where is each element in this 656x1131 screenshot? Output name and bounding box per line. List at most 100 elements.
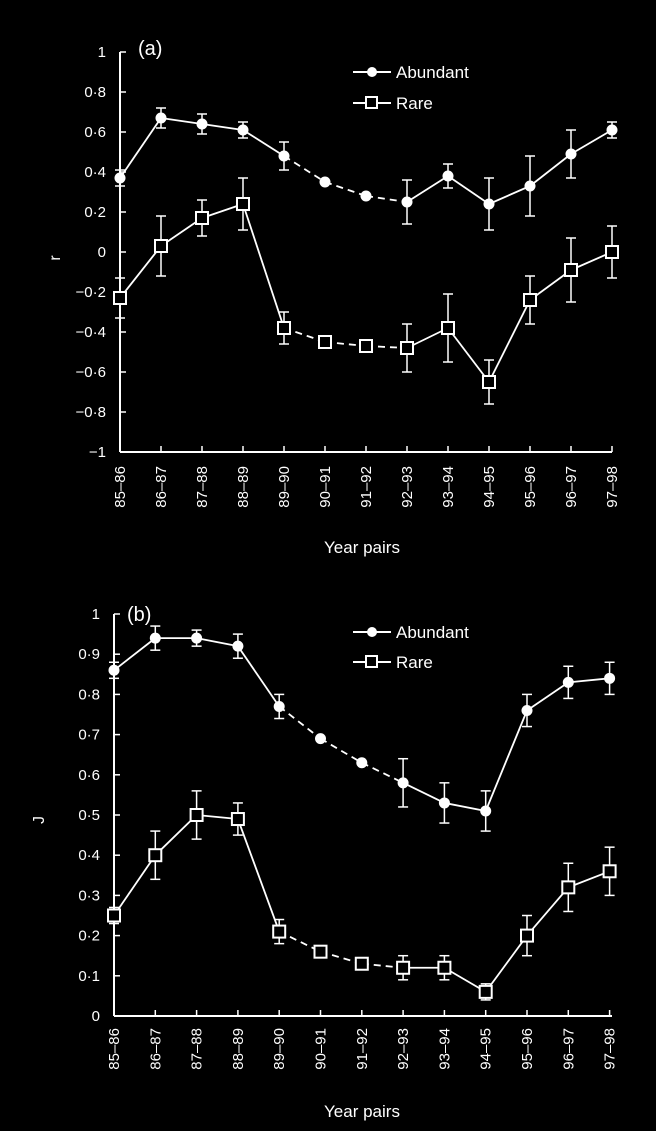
series-line-segment bbox=[488, 185, 531, 205]
data-point-rare bbox=[313, 944, 328, 959]
panel-a-label: (a) bbox=[138, 38, 162, 60]
data-point-rare bbox=[272, 924, 287, 939]
series-line-segment bbox=[406, 175, 449, 203]
data-point-abundant bbox=[232, 640, 244, 652]
legend-rare-label: Rare bbox=[396, 94, 433, 113]
x-tick-label: 87–88 bbox=[194, 466, 211, 508]
x-tick-label: 95–96 bbox=[519, 1028, 536, 1070]
data-point-rare bbox=[277, 321, 291, 335]
y-tick-label: 0·4 bbox=[84, 164, 106, 181]
legend-abundant-label: Abundant bbox=[396, 63, 469, 82]
x-tick-label: 86–87 bbox=[147, 1028, 164, 1070]
series-line-segment bbox=[278, 705, 322, 740]
x-tick-label: 92–93 bbox=[395, 1028, 412, 1070]
data-point-abundant bbox=[442, 170, 454, 182]
data-point-rare bbox=[113, 291, 127, 305]
series-line-segment bbox=[320, 737, 363, 764]
legend-rare-marker bbox=[365, 96, 378, 109]
y-tick-label: 0·4 bbox=[78, 847, 100, 864]
data-point-rare bbox=[437, 960, 452, 975]
data-point-abundant bbox=[114, 172, 126, 184]
series-line-segment bbox=[242, 203, 285, 329]
x-tick-label: 97–98 bbox=[604, 466, 621, 508]
data-point-rare bbox=[400, 341, 414, 355]
data-point-abundant bbox=[604, 672, 616, 684]
data-point-rare bbox=[605, 245, 619, 259]
data-point-abundant bbox=[360, 190, 372, 202]
data-point-abundant bbox=[149, 632, 161, 644]
x-tick-label: 87–88 bbox=[189, 1028, 206, 1070]
x-tick-label: 94–95 bbox=[481, 466, 498, 508]
panel-b-plot-area: 0 0·1 0·2 0·3 0·4 0·5 0·6 0·7 0·8 0·9 1 85–86 86–87 8… bbox=[78, 606, 618, 1070]
panel-a: (a) r Year pairs Abundant Rare −1 −0·8 −0·… bbox=[47, 38, 621, 557]
data-point-rare bbox=[441, 321, 455, 335]
y-tick-label: 0·3 bbox=[78, 887, 100, 904]
series-line-segment bbox=[526, 886, 569, 937]
data-point-abundant bbox=[108, 664, 120, 676]
series-line-segment bbox=[484, 935, 528, 993]
y-tick-label: −0·8 bbox=[76, 404, 106, 421]
series-line-segment bbox=[570, 129, 613, 155]
y-tick-label: 0·8 bbox=[78, 686, 100, 703]
y-tick-label: −1 bbox=[89, 444, 106, 461]
legend-abundant-label: Abundant bbox=[396, 623, 469, 642]
data-point-rare bbox=[564, 263, 578, 277]
data-point-rare bbox=[318, 335, 332, 349]
data-point-rare bbox=[195, 211, 209, 225]
data-point-rare bbox=[230, 812, 245, 827]
data-point-rare bbox=[520, 928, 534, 943]
series-line-segment bbox=[119, 245, 162, 299]
x-tick-label: 89–90 bbox=[271, 1028, 288, 1070]
data-point-abundant bbox=[356, 757, 368, 769]
panel-b: (b) J Year pairs Abundant Rare 0 0·1 0·2 0·… bbox=[31, 604, 619, 1121]
series-line-segment bbox=[568, 677, 610, 684]
series-line-segment bbox=[119, 117, 162, 179]
panel-b-ylabel: J bbox=[31, 816, 48, 824]
data-point-rare bbox=[189, 808, 204, 822]
data-point-abundant bbox=[565, 148, 577, 160]
series-line-segment bbox=[160, 117, 203, 125]
panel-b-label: (b) bbox=[127, 604, 151, 626]
data-point-rare bbox=[354, 956, 369, 971]
data-point-rare bbox=[602, 864, 617, 879]
y-tick-label: 0·6 bbox=[78, 767, 100, 784]
x-tick-label: 89–90 bbox=[276, 466, 293, 508]
data-point-abundant bbox=[562, 676, 574, 688]
panel-a-plot-area: −1 −0·8 −0·6 −0·4 −0·2 0 0·2 0·4 0·6 0·8 1 85–86 86–… bbox=[76, 44, 621, 508]
data-point-rare bbox=[107, 908, 121, 923]
x-tick-label: 85–86 bbox=[112, 466, 129, 508]
y-tick-label: 0 bbox=[92, 1008, 100, 1025]
series-line-segment bbox=[196, 637, 239, 648]
data-point-abundant bbox=[397, 777, 409, 789]
y-tick-label: 0·2 bbox=[78, 928, 100, 945]
y-tick-label: 0 bbox=[98, 244, 106, 261]
y-tick-label: 0·7 bbox=[78, 727, 100, 744]
series-line-segment bbox=[488, 299, 531, 383]
data-point-abundant bbox=[480, 805, 492, 817]
data-point-rare bbox=[478, 984, 493, 999]
data-point-abundant bbox=[191, 632, 203, 644]
panel-a-ylabel: r bbox=[47, 255, 64, 261]
y-tick-label: −0·6 bbox=[76, 364, 106, 381]
data-point-abundant bbox=[401, 196, 413, 208]
series-line-segment bbox=[526, 681, 569, 712]
panel-b-legend: Abundant Rare bbox=[353, 623, 469, 672]
series-line-segment bbox=[365, 195, 408, 203]
data-point-rare bbox=[396, 960, 411, 975]
x-tick-label: 90–91 bbox=[313, 1028, 330, 1070]
x-tick-label: 96–97 bbox=[563, 466, 580, 508]
panel-a-xlabel: Year pairs bbox=[324, 538, 400, 557]
y-tick-label: 0·5 bbox=[78, 807, 100, 824]
series-line-segment bbox=[402, 782, 445, 804]
data-point-rare bbox=[523, 293, 537, 307]
data-point-abundant bbox=[521, 704, 533, 716]
data-point-abundant bbox=[237, 124, 249, 136]
y-tick-label: 0·9 bbox=[78, 646, 100, 663]
series-line-segment bbox=[201, 123, 244, 131]
series-line-segment bbox=[113, 854, 157, 917]
x-tick-label: 91–92 bbox=[358, 466, 375, 508]
series-line-segment bbox=[529, 153, 572, 187]
y-tick-label: 1 bbox=[98, 44, 106, 61]
data-point-abundant bbox=[524, 180, 536, 192]
